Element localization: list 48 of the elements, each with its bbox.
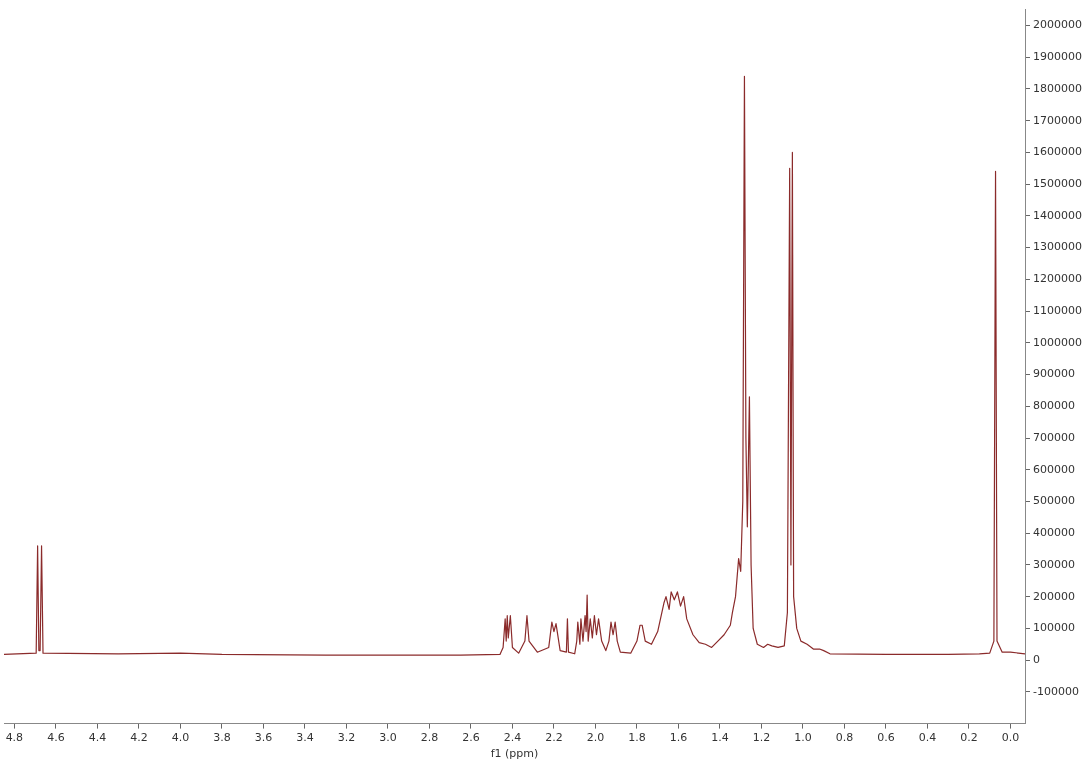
x-axis-title: f1 (ppm) [490,747,539,761]
x-tick-label: 1.4 [711,731,729,745]
x-tick-label: 4.0 [171,731,190,745]
x-tick-label: 1.2 [752,731,771,745]
y-tick-label: 500000 [1033,494,1076,508]
y-tick-label: 1500000 [1033,176,1083,190]
x-tick-label: 1.6 [669,731,688,745]
y-tick-label: 100000 [1033,621,1076,635]
y-tick-label: 1100000 [1033,303,1083,317]
y-tick-label: 1400000 [1033,208,1083,222]
y-tick-label: 1800000 [1033,81,1083,95]
y-tick-label: 900000 [1033,367,1076,381]
x-tick-label: 4.2 [130,731,148,745]
x-tick-label: 3.8 [213,731,231,745]
x-tick-label: 4.6 [47,731,65,745]
x-tick-label: 4.8 [5,731,24,745]
x-tick-label: 0.6 [877,731,895,745]
y-tick-label: 1200000 [1033,272,1083,286]
y-tick-label: 700000 [1033,430,1076,444]
y-tick-label: -100000 [1033,684,1079,698]
x-tick-label: 0.8 [835,731,854,745]
y-tick-label: 800000 [1033,399,1076,413]
y-tick-label: 300000 [1033,557,1076,571]
x-tick-label: 2.4 [503,731,522,745]
y-tick-label: 2000000 [1033,18,1083,32]
x-tick-label: 3.4 [296,731,314,745]
y-tick-label: 1000000 [1033,335,1083,349]
y-tick-label: 600000 [1033,462,1076,476]
y-tick-label: 1300000 [1033,240,1083,254]
x-tick-label: 3.2 [337,731,356,745]
y-tick-label: 1600000 [1033,145,1083,159]
y-tick-label: 1900000 [1033,50,1083,64]
y-tick-label: 0 [1033,652,1041,666]
x-tick-label: 2.0 [586,731,605,745]
x-tick-label: 2.6 [462,731,480,745]
x-tick-label: 0.2 [960,731,978,745]
y-tick-label: 1700000 [1033,113,1083,127]
x-tick-label: 1.8 [628,731,646,745]
x-tick-label: 4.4 [88,731,107,745]
x-tick-label: 3.6 [254,731,273,745]
x-tick-label: 0.4 [918,731,937,745]
x-tick-label: 2.8 [420,731,439,745]
y-tick-label: 400000 [1033,526,1076,540]
x-tick-label: 1.0 [794,731,812,745]
x-tick-label: 3.0 [379,731,397,745]
x-tick-label: 2.2 [545,731,563,745]
x-tick-label: 0.0 [1001,731,1020,745]
y-tick-label: 200000 [1033,589,1076,603]
